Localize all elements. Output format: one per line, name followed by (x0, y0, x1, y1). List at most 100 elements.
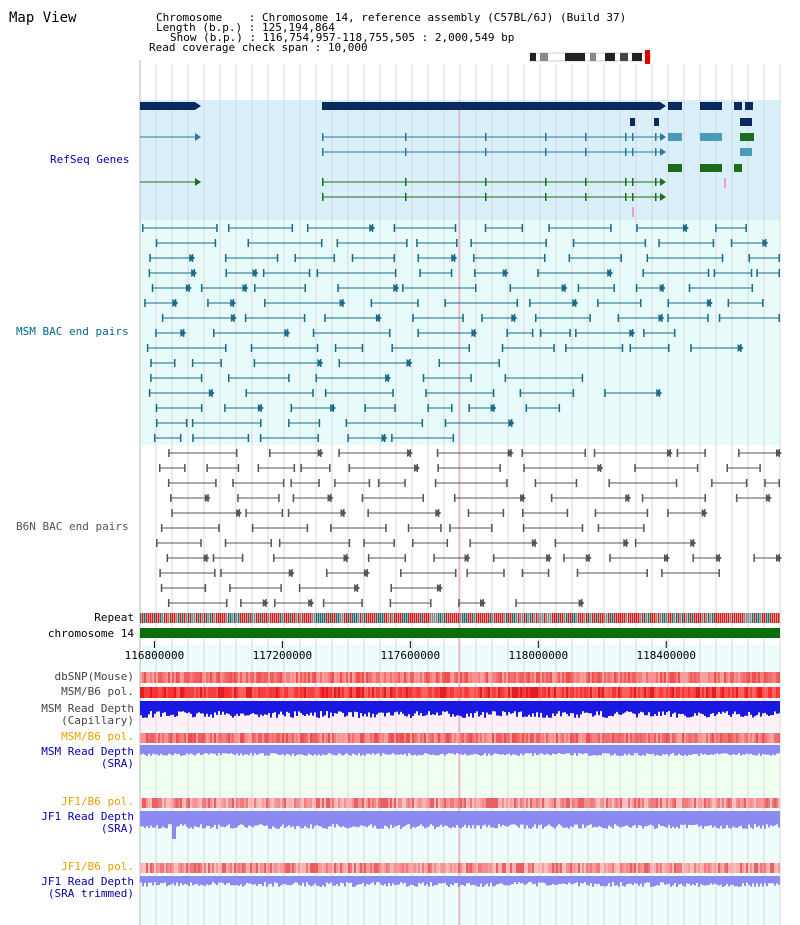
b6n-bac-pair-end (385, 524, 387, 532)
dbsnp-mark (432, 672, 434, 683)
jf1-sra-depth (298, 811, 300, 827)
dbsnp-mark (514, 672, 516, 683)
msm-capillary-depth (676, 701, 678, 718)
jf1-sra-depth (162, 811, 164, 827)
jf1-pol-mark (484, 798, 486, 808)
jf1-pol2-mark (662, 863, 664, 873)
dbsnp-mark (552, 672, 554, 683)
jf1-pol2-mark (672, 863, 674, 873)
msm-capillary-depth (682, 701, 684, 714)
gene-bar (734, 164, 742, 172)
jf1-sra-depth (566, 811, 568, 828)
msm-sra-depth (180, 745, 182, 756)
jf1-sra-depth (304, 811, 306, 826)
msm-sra-depth (174, 745, 176, 754)
jf1-trimmed-depth (370, 876, 372, 884)
msm-pol2-mark (640, 733, 642, 743)
msm-pol-mark (764, 687, 766, 698)
msm-sra-depth (554, 745, 556, 755)
jf1-pol-mark (142, 798, 144, 808)
msm-pol2-mark (768, 733, 770, 743)
dbsnp-mark (344, 672, 346, 683)
msm-capillary-depth (658, 701, 660, 712)
msm-sra-depth (506, 745, 508, 755)
jf1-pol-mark (152, 798, 154, 808)
jf1-pol-mark (756, 798, 758, 808)
repeat-mark (168, 613, 170, 623)
repeat-mark (442, 613, 444, 623)
jf1-pol-mark (380, 798, 382, 808)
msm-capillary-depth (638, 701, 640, 714)
msm-capillary-depth (228, 701, 230, 714)
jf1-pol-mark (608, 798, 610, 808)
jf1-trimmed-depth (480, 876, 482, 884)
jf1-pol2-mark (238, 863, 240, 873)
jf1-pol2-mark (212, 863, 214, 873)
msm-pol-mark (264, 687, 266, 698)
jf1-pol2-mark (526, 863, 528, 873)
jf1-sra-depth (716, 811, 718, 829)
repeat-mark (512, 613, 514, 623)
track-label-b6n-bac[interactable]: B6N BAC end pairs (16, 520, 129, 533)
repeat-mark (592, 613, 594, 623)
jf1-pol-mark (420, 798, 422, 808)
msm-capillary-depth (714, 701, 716, 717)
msm-pol-mark (574, 687, 576, 698)
track-label-msm-bac[interactable]: MSM BAC end pairs (16, 325, 129, 338)
gene-exon (632, 193, 634, 201)
jf1-sra-depth (338, 811, 340, 827)
msm-pol-mark (482, 687, 484, 698)
msm-sra-depth (156, 745, 158, 755)
msm-capillary-depth (406, 701, 408, 717)
track-label-jf1-pol: JF1/B6 pol. (61, 795, 134, 808)
track-label-repeat: Repeat (94, 611, 134, 624)
msm-pol-mark (346, 687, 348, 698)
msm-pol-mark (322, 687, 324, 698)
msm-sra-depth (746, 745, 748, 754)
msm-pol-mark (220, 687, 222, 698)
msm-bac-pair-end (454, 224, 457, 232)
msm-pol-mark (712, 687, 714, 698)
msm-sra-depth (158, 745, 160, 756)
jf1-trimmed-depth (620, 876, 622, 883)
jf1-sra-depth (224, 811, 226, 828)
dbsnp-mark (374, 672, 376, 683)
repeat-mark (740, 613, 742, 623)
jf1-pol2-mark (540, 863, 542, 873)
msm-sra-depth (408, 745, 410, 754)
jf1-pol-mark (714, 798, 716, 808)
msm-capillary-depth (470, 701, 472, 714)
jf1-pol2-mark (420, 863, 422, 873)
dbsnp-mark (200, 672, 202, 683)
jf1-trimmed-depth (698, 876, 700, 887)
dbsnp-mark (632, 672, 634, 683)
msm-pol-mark (362, 687, 364, 698)
msm-bac-pair-end (506, 329, 508, 337)
repeat-mark (678, 613, 680, 623)
msm-pol2-mark (732, 733, 734, 743)
msm-bac-pair-end (247, 434, 250, 442)
track-label-refseq[interactable]: RefSeq Genes (50, 153, 130, 166)
msm-pol2-mark (662, 733, 664, 743)
jf1-trimmed-depth (660, 876, 662, 883)
msm-pol2-mark (706, 733, 708, 743)
msm-pol-mark (214, 687, 216, 698)
repeat-mark (564, 613, 566, 623)
msm-pol2-mark (632, 733, 634, 743)
jf1-pol-mark (562, 798, 564, 808)
jf1-trimmed-depth (744, 876, 746, 887)
b6n-bac-pair-end (523, 464, 525, 472)
dbsnp-mark (544, 672, 546, 683)
msm-bac-pair-end (553, 344, 555, 352)
jf1-trimmed-depth (484, 876, 486, 886)
dbsnp-mark (690, 672, 692, 683)
msm-capillary-depth (404, 701, 406, 716)
msm-bac-pair-end (444, 299, 447, 307)
msm-bac-pair-end (504, 374, 507, 382)
dbsnp-mark (448, 672, 450, 683)
jf1-pol-mark (578, 798, 580, 808)
b6n-bac-pair-arrow (623, 539, 630, 547)
repeat-mark (596, 613, 598, 623)
jf1-trimmed-depth (200, 876, 202, 885)
